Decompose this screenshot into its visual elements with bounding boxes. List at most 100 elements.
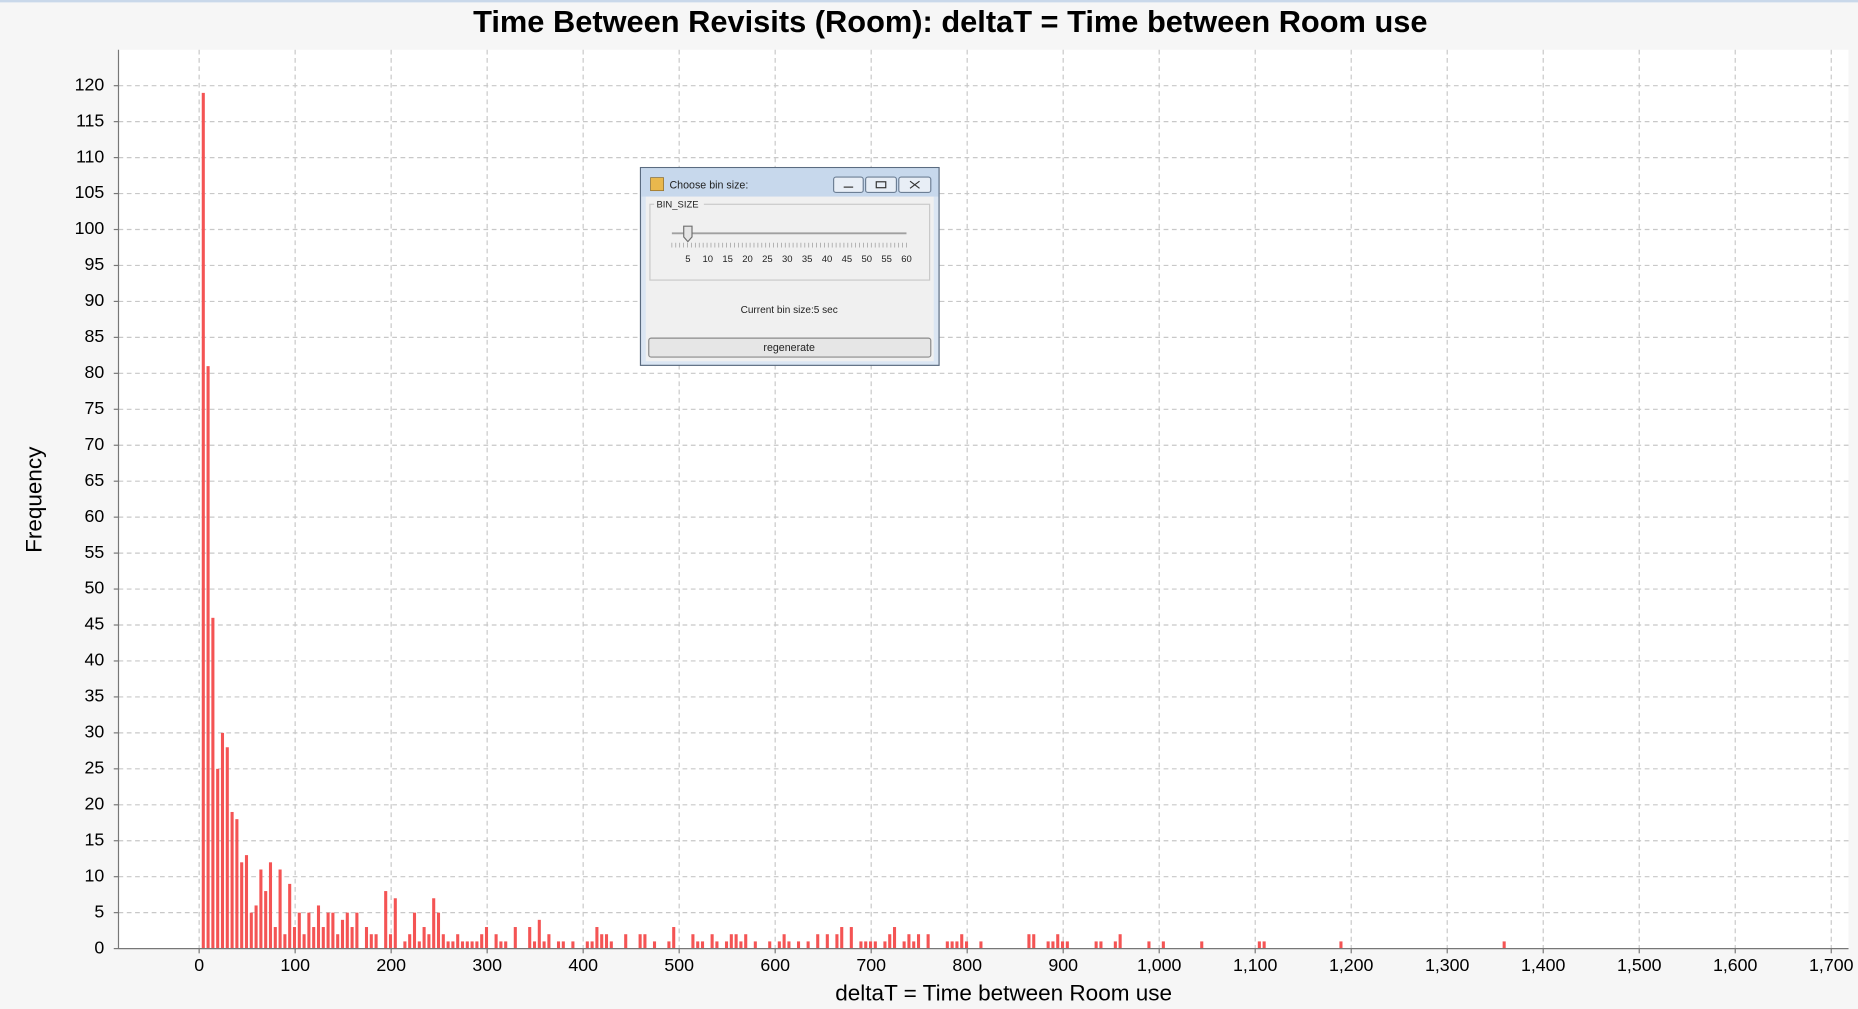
regenerate-label: regenerate: [763, 342, 815, 354]
bar: [806, 941, 810, 949]
group-box: [649, 203, 931, 281]
bar: [892, 927, 897, 949]
y-tick-label: 45: [85, 614, 105, 634]
x-tick-label: 1,100: [1233, 955, 1278, 975]
bar: [302, 934, 306, 949]
bar: [374, 934, 378, 949]
grid: [118, 49, 1849, 949]
bars: [201, 92, 1506, 949]
bar: [1262, 941, 1266, 949]
y-tick-label: 20: [85, 793, 105, 813]
bar: [556, 941, 561, 949]
maximize-button[interactable]: [865, 176, 898, 194]
bar: [384, 891, 388, 949]
bar: [643, 934, 647, 949]
bar: [216, 768, 220, 949]
group-label: BIN_SIZE: [656, 199, 698, 210]
bar: [691, 934, 695, 949]
bar: [796, 941, 801, 949]
bar: [1056, 934, 1060, 949]
bar: [244, 855, 249, 949]
slider-label: 35: [802, 254, 813, 265]
slider-label: 15: [722, 254, 733, 265]
bar: [393, 898, 397, 949]
bar: [513, 927, 517, 949]
bar: [264, 891, 268, 949]
bar: [484, 927, 489, 949]
bar: [1060, 941, 1065, 949]
y-tick-label: 55: [85, 542, 105, 562]
x-tick-label: 0: [194, 955, 204, 975]
bar: [724, 941, 729, 949]
bar: [340, 919, 345, 949]
minimize-button[interactable]: [833, 176, 864, 194]
bar: [768, 941, 772, 949]
bar: [825, 934, 829, 949]
plot-area: [118, 49, 1849, 949]
bar: [1200, 941, 1204, 949]
x-tick-label: 600: [760, 955, 790, 975]
bar: [1027, 934, 1031, 949]
regenerate-button[interactable]: [648, 337, 932, 358]
maximize-icon: [875, 181, 887, 189]
bar: [571, 941, 575, 949]
bar: [734, 934, 738, 949]
x-tick-label: 1,200: [1329, 955, 1374, 975]
bar: [782, 934, 786, 949]
bar: [432, 898, 436, 949]
bar: [888, 934, 892, 949]
bar: [835, 934, 839, 949]
bar: [1046, 941, 1050, 949]
bar: [532, 941, 537, 949]
slider-thumb[interactable]: [683, 225, 693, 243]
slider-label: 20: [742, 254, 753, 265]
bar: [600, 934, 604, 949]
bar: [206, 366, 210, 949]
x-tick-label: 1,300: [1425, 955, 1470, 975]
bar: [273, 927, 277, 949]
y-tick-label: 25: [85, 758, 105, 778]
bar: [710, 934, 714, 949]
bar: [283, 934, 287, 949]
chart-title: Time Between Revisits (Room): deltaT = T…: [473, 4, 1427, 39]
y-tick-label: 100: [75, 218, 105, 238]
bar: [259, 869, 263, 949]
bar: [451, 941, 455, 949]
slider-label: 5: [685, 254, 690, 265]
bar: [388, 934, 393, 949]
y-tick-label: 105: [75, 182, 105, 202]
bar: [744, 934, 748, 949]
y-tick-label: 65: [85, 470, 105, 490]
y-tick-label: 30: [85, 722, 105, 742]
bar: [667, 941, 671, 949]
ticks: 0510152025303540455055606570758085909510…: [75, 74, 1854, 975]
bar: [499, 941, 503, 949]
slider-label: 45: [842, 254, 853, 265]
y-tick-label: 60: [85, 506, 105, 526]
bar: [1118, 934, 1122, 949]
x-tick-label: 800: [952, 955, 982, 975]
bar: [787, 941, 791, 949]
slider-label: 50: [861, 254, 872, 265]
dialog-content: [645, 196, 934, 362]
bar: [278, 869, 282, 949]
bar: [254, 905, 258, 949]
y-tick-label: 40: [85, 650, 105, 670]
bar: [739, 941, 743, 949]
bar: [1113, 941, 1117, 949]
bar: [585, 941, 589, 949]
x-tick-label: 1,600: [1713, 955, 1758, 975]
y-tick-label: 110: [76, 146, 104, 166]
status-text: Current bin size:5 sec: [741, 305, 838, 316]
bar: [288, 883, 292, 949]
slider-label: 40: [822, 254, 833, 265]
x-tick-label: 1,700: [1809, 955, 1854, 975]
bar: [945, 941, 949, 949]
y-tick-label: 120: [75, 74, 105, 94]
bar: [547, 934, 551, 949]
bar: [1051, 941, 1055, 949]
bar: [1094, 941, 1098, 949]
bar: [475, 941, 479, 949]
bar: [480, 934, 484, 949]
